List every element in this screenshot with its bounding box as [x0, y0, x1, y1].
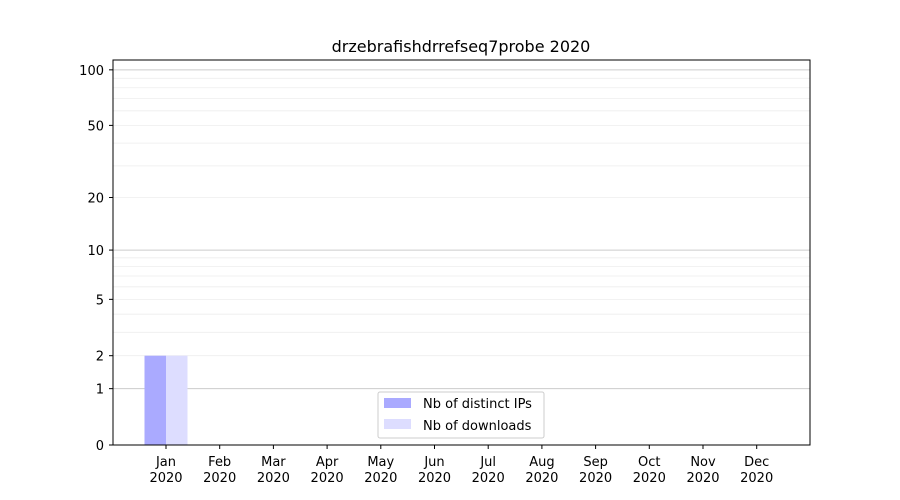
x-tick-label-year: 2020	[472, 471, 505, 486]
y-tick-label: 5	[96, 293, 104, 308]
legend: Nb of distinct IPs Nb of downloads	[377, 391, 545, 439]
legend-label-downloads: Nb of downloads	[423, 419, 532, 434]
y-tick-label: 50	[87, 119, 104, 134]
x-tick-label-year: 2020	[257, 471, 290, 486]
legend-label-distinct-ips: Nb of distinct IPs	[423, 397, 532, 412]
x-tick-label-month: May	[367, 455, 394, 470]
x-tick-label-month: Oct	[638, 455, 660, 470]
x-axis: Jan2020Feb2020Mar2020Apr2020May2020Jun20…	[149, 445, 773, 486]
x-tick-label-year: 2020	[149, 471, 182, 486]
x-tick-label-year: 2020	[418, 471, 451, 486]
x-tick-label-month: Jul	[479, 455, 496, 470]
x-tick-label-year: 2020	[525, 471, 558, 486]
x-tick-label-year: 2020	[579, 471, 612, 486]
bar-distinct-ips	[144, 355, 166, 445]
x-tick-label-year: 2020	[203, 471, 236, 486]
y-tick-label: 20	[87, 192, 104, 207]
x-tick-label-month: Dec	[744, 455, 769, 470]
x-tick-label-month: Feb	[208, 455, 231, 470]
x-tick-label-month: Mar	[261, 455, 286, 470]
y-tick-label: 10	[87, 244, 104, 259]
y-tick-label: 2	[96, 350, 104, 365]
x-tick-label-year: 2020	[740, 471, 773, 486]
x-tick-label-month: Aug	[529, 455, 554, 470]
y-axis: 0 1 2 5 10 20 50 100	[79, 64, 113, 454]
x-tick-label-month: Apr	[316, 455, 339, 470]
x-tick-label-year: 2020	[633, 471, 666, 486]
y-tick-label: 100	[79, 64, 104, 79]
x-tick-label-year: 2020	[364, 471, 397, 486]
bar-downloads	[166, 355, 188, 445]
bars	[144, 355, 188, 445]
legend-swatch-distinct-ips	[384, 398, 411, 408]
x-tick-label-year: 2020	[686, 471, 719, 486]
y-tick-label: 0	[96, 439, 104, 454]
y-tick-label: 1	[96, 383, 104, 398]
grid	[113, 69, 810, 390]
x-tick-label-month: Nov	[690, 455, 716, 470]
x-tick-label-month: Jan	[155, 455, 176, 470]
x-tick-label-month: Sep	[583, 455, 608, 470]
x-tick-label-year: 2020	[311, 471, 344, 486]
plot-frame	[112, 59, 811, 446]
legend-swatch-downloads	[384, 419, 411, 429]
x-tick-label-month: Jun	[423, 455, 444, 470]
chart-title: drzebrafishdrrefseq7probe 2020	[332, 37, 591, 56]
legend-box	[377, 391, 545, 439]
